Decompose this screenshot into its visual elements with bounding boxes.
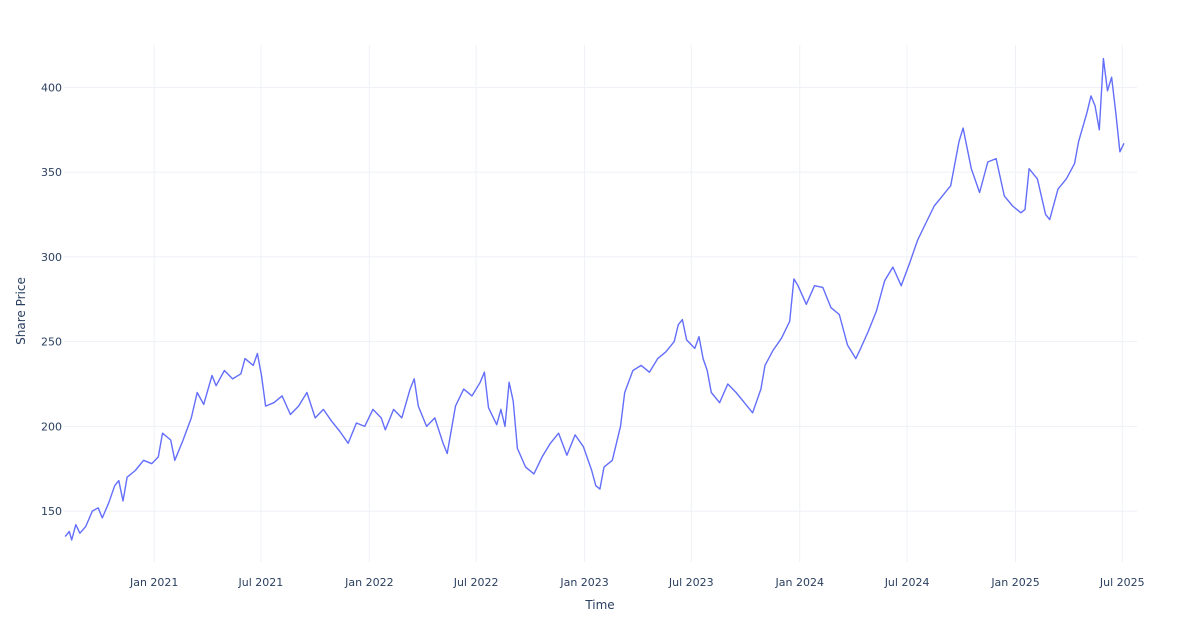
y-tick-label: 200 <box>41 420 62 433</box>
x-tick-label: Jul 2025 <box>1099 576 1145 589</box>
series-line <box>64 57 1125 541</box>
x-tick-label: Jan 2025 <box>990 576 1039 589</box>
x-tick-label: Jul 2021 <box>238 576 284 589</box>
x-axis-title: Time <box>584 598 614 612</box>
y-tick-label: 150 <box>41 505 62 518</box>
x-tick-label: Jan 2022 <box>344 576 393 589</box>
x-tick-label: Jan 2021 <box>129 576 178 589</box>
x-tick-label: Jan 2023 <box>559 576 608 589</box>
y-axis-title: Share Price <box>14 277 28 345</box>
y-tick-label: 350 <box>41 166 62 179</box>
y-tick-label: 300 <box>41 251 62 264</box>
series-layer <box>64 57 1125 541</box>
x-tick-label: Jul 2022 <box>453 576 499 589</box>
y-tick-label: 250 <box>41 336 62 349</box>
x-tick-label: Jul 2023 <box>668 576 714 589</box>
x-tick-label: Jan 2024 <box>775 576 824 589</box>
x-tick-label: Jul 2024 <box>884 576 930 589</box>
gridlines <box>64 45 1137 562</box>
y-tick-label: 400 <box>41 81 62 94</box>
x-axis-ticks: Jan 2021 Jul 2021 Jan 2022 Jul 2022 Jan 2023… <box>129 576 1145 589</box>
y-axis-ticks: 150 200 250 300 350 400 <box>41 81 62 518</box>
